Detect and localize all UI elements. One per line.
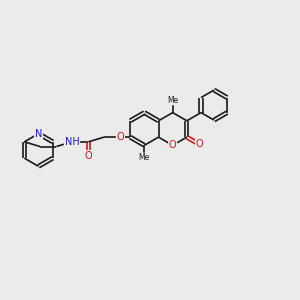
Text: O: O xyxy=(85,151,92,161)
Text: N: N xyxy=(35,129,42,139)
Text: O: O xyxy=(169,140,176,150)
Text: O: O xyxy=(117,132,124,142)
Text: Me: Me xyxy=(139,153,150,162)
Text: NH: NH xyxy=(65,137,80,147)
Text: O: O xyxy=(196,140,203,149)
Text: Me: Me xyxy=(167,96,178,105)
